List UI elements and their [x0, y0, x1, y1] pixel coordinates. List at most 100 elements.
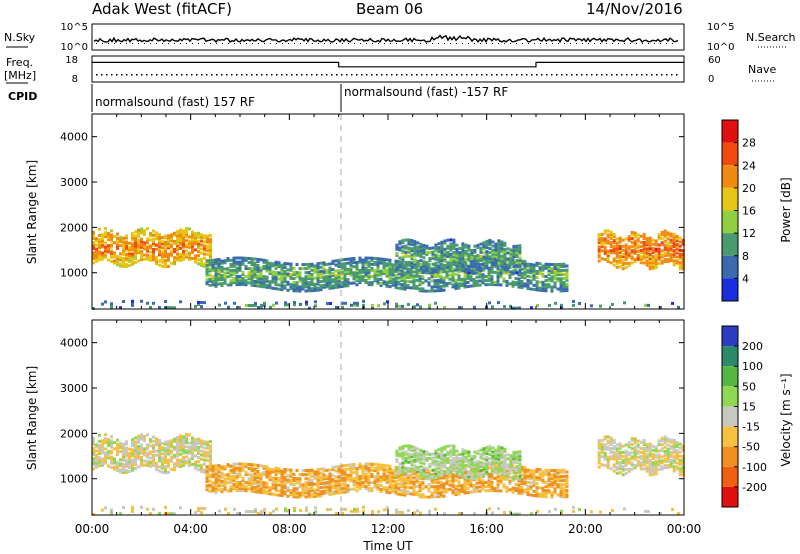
vel-cell [167, 462, 170, 466]
power-cell [346, 280, 350, 284]
vel-cell [427, 471, 431, 475]
vel-cell [520, 486, 524, 489]
power-cell [415, 266, 419, 270]
power-cell [397, 276, 401, 280]
power-cell [340, 283, 344, 286]
power-cell [416, 251, 420, 255]
power-cell [494, 242, 498, 246]
colorbar-swatch [722, 233, 738, 256]
power-cell [491, 264, 495, 268]
power-cell [116, 257, 119, 261]
power-cell [621, 261, 625, 265]
power-cell [500, 250, 504, 254]
power-cell [407, 250, 411, 254]
power-cell [506, 257, 510, 261]
power-cell [487, 274, 491, 278]
power-cell [627, 255, 631, 259]
vel-cell [370, 464, 374, 468]
vel-cell [235, 472, 239, 476]
nave-dot [496, 74, 498, 76]
power-cell [352, 281, 356, 285]
power-cell [358, 273, 362, 276]
power-cell [205, 280, 209, 284]
vel-cell [131, 468, 134, 472]
power-cell [430, 289, 434, 293]
power-cell [657, 253, 661, 257]
power-cell [475, 283, 479, 287]
power-cell [244, 258, 248, 262]
power-cell [232, 272, 236, 276]
vel-cell [167, 440, 170, 444]
vel-cell [217, 484, 221, 488]
power-cell [523, 284, 527, 288]
power-cell [197, 231, 200, 235]
power-cell [155, 259, 158, 263]
power-cell [182, 233, 185, 237]
colorbar-swatch [722, 142, 738, 166]
power-cell [224, 301, 227, 305]
power-cell [636, 243, 640, 247]
power-cell [455, 262, 459, 266]
power-cell [529, 281, 533, 285]
vel-cell [373, 485, 377, 489]
vel-cell [217, 478, 221, 482]
vel-cell [313, 488, 317, 492]
power-cell [158, 251, 161, 255]
power-cell [307, 283, 311, 287]
vel-cell [494, 450, 498, 454]
power-cell [464, 253, 468, 257]
power-cell [550, 275, 554, 279]
vel-cell [134, 467, 137, 470]
power-cell [523, 282, 527, 286]
vel-cell [416, 451, 420, 455]
power-cell [107, 236, 110, 239]
power-cell [663, 251, 667, 255]
vel-cell [343, 476, 347, 480]
power-cell [490, 274, 494, 278]
vel-cell [400, 491, 404, 495]
noise-search-dot [420, 43, 421, 44]
vel-cell [307, 495, 311, 499]
power-cell [463, 279, 467, 283]
vel-cell [544, 468, 548, 472]
power-cell [678, 263, 682, 267]
power-cell [485, 252, 489, 256]
vel-cell [322, 467, 326, 471]
power-cell [167, 258, 170, 262]
power-cell [532, 275, 536, 279]
vel-cell [331, 492, 335, 496]
power-cell [639, 251, 643, 255]
noise-search-dot [162, 43, 163, 44]
vel-cell [203, 442, 206, 446]
power-cell [101, 233, 104, 237]
power-cell [274, 270, 278, 274]
vel-cell [125, 458, 128, 462]
vel-cell [452, 450, 456, 454]
power-cell [440, 263, 444, 267]
vel-cell [203, 458, 206, 462]
power-cell [490, 279, 494, 282]
power-cell [541, 274, 545, 278]
nave-dot [521, 74, 523, 76]
power-cell [376, 271, 380, 275]
power-cell [370, 281, 374, 285]
vel-cell [451, 473, 455, 477]
power-cell [331, 280, 335, 284]
power-cell [298, 277, 302, 281]
vel-cell [391, 483, 395, 487]
power-cell [322, 267, 326, 271]
vel-cell [206, 452, 209, 456]
power-cell [185, 253, 188, 257]
vel-cell [397, 486, 401, 490]
vel-cell [446, 469, 450, 473]
vel-cell [496, 487, 500, 491]
power-cell [517, 273, 521, 277]
power-cell [553, 273, 557, 277]
power-cell [412, 282, 416, 286]
vel-cell [506, 457, 510, 461]
vel-cell [488, 444, 492, 448]
vel-cell [286, 480, 290, 484]
power-cell [262, 258, 266, 262]
power-cell [538, 268, 542, 272]
nave-dot [281, 74, 283, 76]
